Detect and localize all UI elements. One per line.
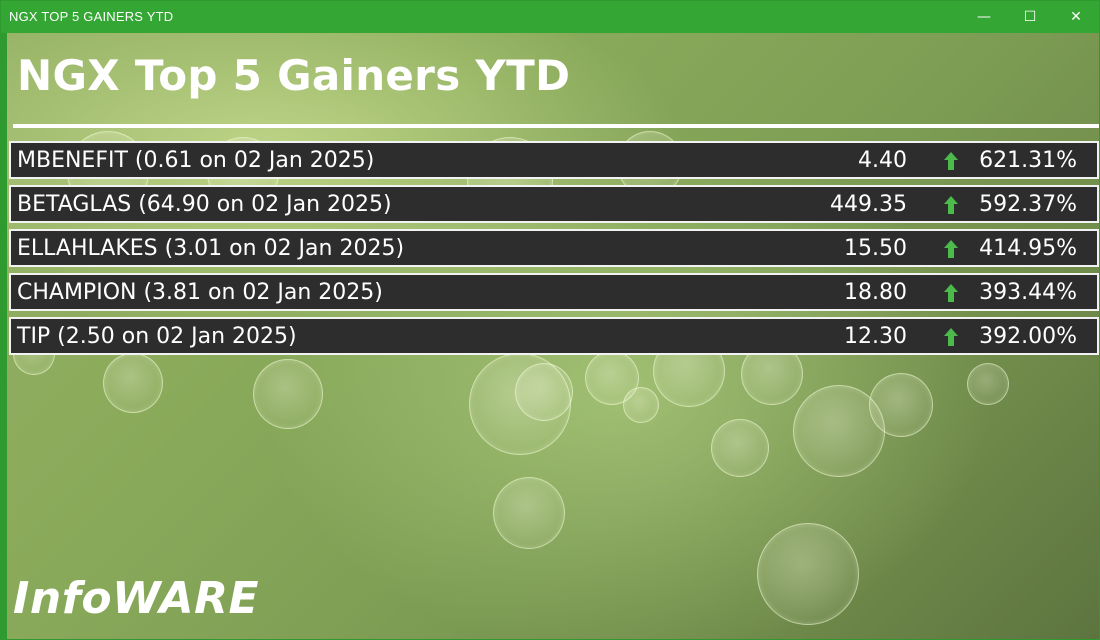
window-title: NGX TOP 5 GAINERS YTD xyxy=(9,9,174,24)
stock-price: 18.80 xyxy=(844,280,907,305)
stock-label: BETAGLAS (64.90 on 02 Jan 2025) xyxy=(17,192,392,217)
arrow-up-icon xyxy=(944,284,958,302)
list-item: BETAGLAS (64.90 on 02 Jan 2025) 449.35 5… xyxy=(9,185,1099,223)
arrow-up-icon xyxy=(944,196,958,214)
percent-change: 392.00% xyxy=(979,324,1077,349)
percent-change: 621.31% xyxy=(979,148,1077,173)
list-item: CHAMPION (3.81 on 02 Jan 2025) 18.80 393… xyxy=(9,273,1099,311)
percent-change: 393.44% xyxy=(979,280,1077,305)
stock-label: TIP (2.50 on 02 Jan 2025) xyxy=(17,324,297,349)
title-divider xyxy=(13,124,1099,128)
percent-change: 414.95% xyxy=(979,236,1077,261)
stock-price: 12.30 xyxy=(844,324,907,349)
infoware-logo: InfoWARE xyxy=(13,573,260,624)
list-item: MBENEFIT (0.61 on 02 Jan 2025) 4.40 621.… xyxy=(9,141,1099,179)
minimize-button[interactable]: — xyxy=(977,9,991,25)
gainers-list: MBENEFIT (0.61 on 02 Jan 2025) 4.40 621.… xyxy=(9,141,1099,361)
maximize-button[interactable]: ☐ xyxy=(1023,9,1037,25)
arrow-up-icon xyxy=(944,152,958,170)
page-title: NGX Top 5 Gainers YTD xyxy=(17,51,571,100)
stock-price: 15.50 xyxy=(844,236,907,261)
list-item: TIP (2.50 on 02 Jan 2025) 12.30 392.00% xyxy=(9,317,1099,355)
main-content: NGX Top 5 Gainers YTD MBENEFIT (0.61 on … xyxy=(7,33,1099,639)
title-bar[interactable]: NGX TOP 5 GAINERS YTD — ☐ ✕ xyxy=(1,1,1099,33)
list-item: ELLAHLAKES (3.01 on 02 Jan 2025) 15.50 4… xyxy=(9,229,1099,267)
stock-label: CHAMPION (3.81 on 02 Jan 2025) xyxy=(17,280,383,305)
window-controls: — ☐ ✕ xyxy=(961,1,1099,33)
stock-price: 449.35 xyxy=(830,192,907,217)
close-button[interactable]: ✕ xyxy=(1070,9,1082,25)
stock-label: ELLAHLAKES (3.01 on 02 Jan 2025) xyxy=(17,236,405,261)
stock-label: MBENEFIT (0.61 on 02 Jan 2025) xyxy=(17,148,375,173)
arrow-up-icon xyxy=(944,328,958,346)
percent-change: 592.37% xyxy=(979,192,1077,217)
arrow-up-icon xyxy=(944,240,958,258)
stock-price: 4.40 xyxy=(858,148,907,173)
